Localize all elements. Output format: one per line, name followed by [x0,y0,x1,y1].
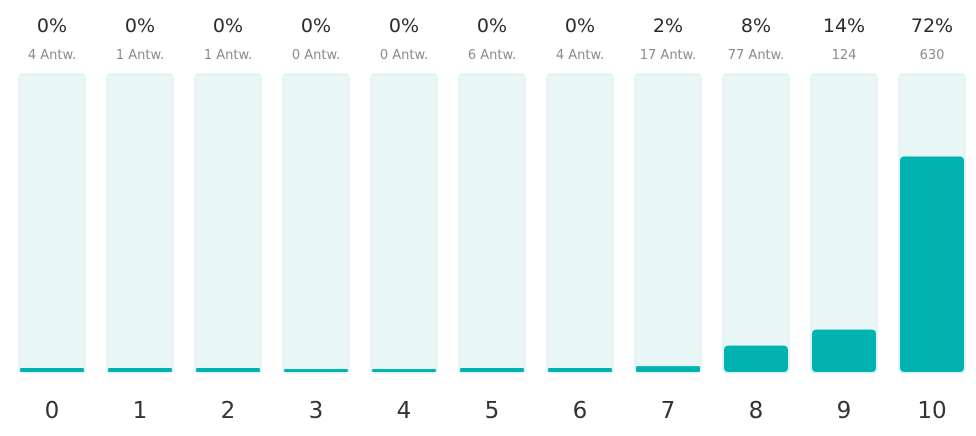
bar-track [370,73,438,374]
count-label: 124 [832,48,857,63]
bar [372,369,436,372]
bar-track [18,73,86,374]
category-label: 4 [397,398,412,424]
bar-track [106,73,174,374]
category-label: 3 [309,398,324,424]
bar [108,368,172,372]
count-label: 0 Antw. [380,48,428,63]
count-label: 1 Antw. [116,48,164,63]
percent-label: 0% [37,15,67,37]
category-label: 9 [837,398,852,424]
percent-label: 8% [741,15,771,37]
category-label: 1 [133,398,148,424]
bar-track [722,73,790,374]
bar-track [546,73,614,374]
percent-label: 2% [653,15,683,37]
count-label: 17 Antw. [640,48,696,63]
category-label: 7 [661,398,676,424]
bar-track [194,73,262,374]
bar [636,366,700,372]
bar [548,368,612,372]
bar [900,156,964,372]
percent-label: 0% [389,15,419,37]
percent-label: 0% [565,15,595,37]
bar-track [634,73,702,374]
percent-label: 0% [213,15,243,37]
category-label: 10 [917,398,946,424]
category-label: 8 [749,398,764,424]
bar-track [282,73,350,374]
category-label: 0 [45,398,60,424]
category-label: 5 [485,398,500,424]
percent-label: 14% [823,15,865,37]
bar-track [810,73,878,374]
count-label: 1 Antw. [204,48,252,63]
percent-label: 72% [911,15,953,37]
count-label: 4 Antw. [556,48,604,63]
bar [284,369,348,372]
bar [196,368,260,372]
count-label: 6 Antw. [468,48,516,63]
percent-label: 0% [477,15,507,37]
count-label: 0 Antw. [292,48,340,63]
percent-label: 0% [125,15,155,37]
count-label: 4 Antw. [28,48,76,63]
count-label: 77 Antw. [728,48,784,63]
category-label: 2 [221,398,236,424]
bar [812,329,876,372]
bar [460,368,524,372]
category-label: 6 [573,398,588,424]
percent-label: 0% [301,15,331,37]
bar [724,345,788,372]
bar [20,368,84,372]
count-label: 630 [920,48,945,63]
bar-track [458,73,526,374]
